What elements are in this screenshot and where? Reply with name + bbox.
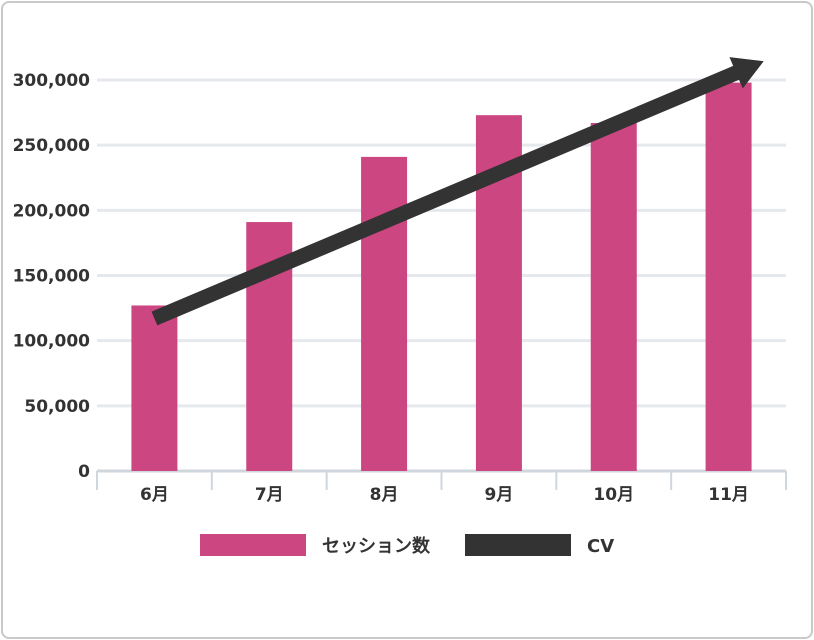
x-tick-label: 9月 xyxy=(484,485,513,505)
x-tick-label: 8月 xyxy=(370,485,399,505)
bar-8月 xyxy=(361,156,408,471)
x-tick-label: 7月 xyxy=(255,485,284,505)
x-tick-label: 6月 xyxy=(140,485,169,505)
y-tick-label: 0 xyxy=(78,462,90,482)
y-tick-label: 200,000 xyxy=(13,201,91,221)
bar-6月 xyxy=(131,305,178,471)
y-tick-label: 150,000 xyxy=(13,267,91,287)
bar-11月 xyxy=(705,82,752,472)
x-tick-label: 10月 xyxy=(593,485,634,505)
legend-label-cv: CV xyxy=(587,536,614,557)
legend-swatch-cv xyxy=(465,534,571,556)
legend-swatch-sessions xyxy=(200,534,306,556)
y-tick-label: 250,000 xyxy=(13,136,91,156)
legend-label-sessions: セッション数 xyxy=(322,535,431,557)
cv-line xyxy=(151,65,741,326)
y-tick-label: 300,000 xyxy=(13,71,91,91)
bar-10月 xyxy=(590,123,637,471)
y-tick-label: 50,000 xyxy=(24,397,90,417)
cv-arrowhead xyxy=(729,57,764,89)
y-tick-label: 100,000 xyxy=(13,332,91,352)
x-tick-label: 11月 xyxy=(708,485,749,505)
